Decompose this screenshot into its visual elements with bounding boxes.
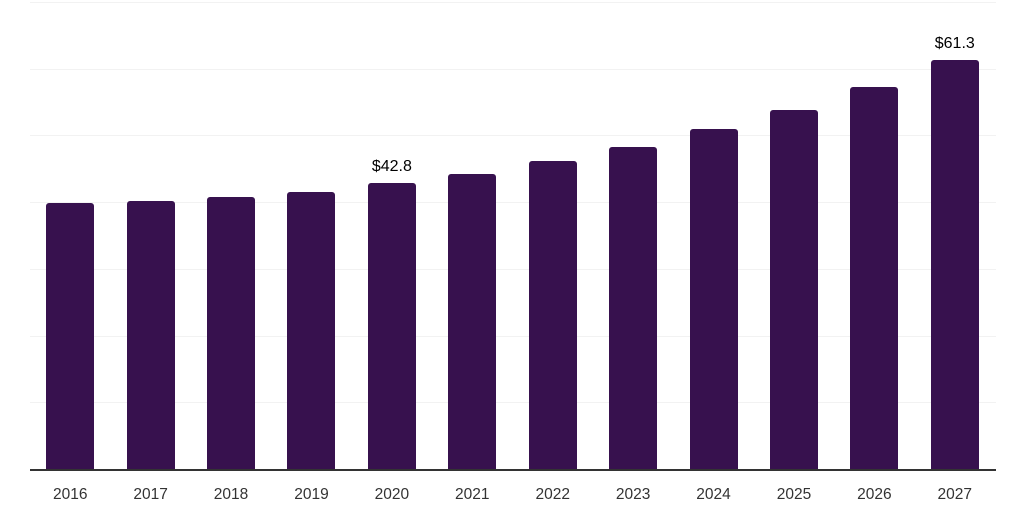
x-tick-2017: 2017 [133,486,168,503]
bar-2016 [46,203,95,469]
x-tick-2016: 2016 [52,486,88,503]
gridline-60 [30,68,996,70]
bar-2027 [930,60,979,469]
gridline-50 [30,135,996,137]
bar-2025 [769,110,818,469]
x-tick-2018: 2018 [213,486,249,503]
x-tick-2027: 2027 [937,486,973,503]
bar-2017 [126,200,175,469]
x-tick-2025: 2025 [776,486,812,503]
bar-2021 [448,174,497,469]
bar-2019 [287,192,336,469]
x-tick-2020: 2020 [374,486,410,503]
gridline-40 [30,202,996,204]
data-label-2027: $61.3 [934,35,975,53]
bar-2023 [609,147,658,469]
x-tick-2024: 2024 [696,486,731,503]
x-tick-2019: 2019 [294,486,329,503]
bar-2024 [689,129,738,469]
gridline-20 [30,335,996,337]
bar-2020 [367,183,416,469]
data-label-2020: $42.8 [371,158,412,176]
x-tick-2021: 2021 [455,486,490,503]
bar-2022 [528,161,577,469]
x-tick-2022: 2022 [535,486,570,503]
gridline-10 [30,402,996,404]
bar-2026 [850,86,899,469]
x-tick-2023: 2023 [615,486,651,503]
gridline-30 [30,268,996,270]
gridline-70 [30,2,996,3]
bar-2018 [207,196,256,469]
x-tick-2026: 2026 [857,486,892,503]
x-axis-line [30,469,996,471]
